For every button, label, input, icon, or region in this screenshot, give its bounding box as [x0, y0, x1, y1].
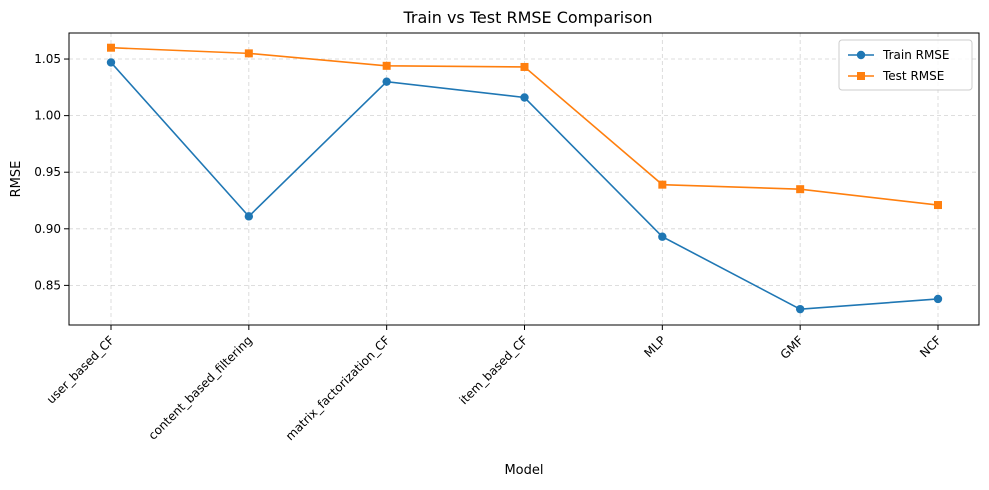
- test-point: [658, 180, 667, 189]
- legend: Train RMSE Test RMSE: [838, 39, 973, 91]
- train-point: [658, 232, 667, 241]
- test-point: [107, 43, 115, 52]
- legend-box: [838, 39, 973, 91]
- train-point: [795, 304, 805, 314]
- x-tick-label: GMF: [778, 333, 807, 362]
- test-point: [796, 185, 805, 194]
- chart-title: Train vs Test RMSE Comparison: [402, 8, 652, 27]
- x-tick-label: MLP: [641, 333, 668, 360]
- x-axis-label: Model: [504, 463, 543, 478]
- x-tick-label: content_based_filtering: [146, 333, 255, 442]
- legend-marker-square: [857, 72, 865, 80]
- legend-label-test: Test RMSE: [882, 69, 944, 83]
- test-point: [382, 61, 391, 70]
- legend-marker-circle: [856, 50, 866, 60]
- x-tick-label: item_based_CF: [457, 333, 531, 407]
- y-tick-label: 0.95: [34, 165, 61, 179]
- plot-frame: [68, 32, 980, 326]
- axes-layer: user_based_CF content_based_filtering matr…: [34, 32, 980, 443]
- series-layer: [106, 43, 943, 314]
- y-axis-label: RMSE: [9, 161, 24, 198]
- train-point: [382, 77, 391, 86]
- test-point: [244, 49, 253, 58]
- y-tick-label: 1.00: [34, 109, 61, 123]
- x-tick-label: NCF: [917, 333, 944, 360]
- y-tick-label: 1.05: [34, 52, 61, 66]
- legend-label-train: Train RMSE: [882, 48, 950, 62]
- train-point: [244, 212, 254, 221]
- y-tick-label: 0.90: [34, 222, 61, 236]
- x-tick-label: user_based_CF: [44, 333, 117, 406]
- train-point: [106, 58, 116, 67]
- test-point: [520, 62, 529, 71]
- train-point: [520, 93, 529, 102]
- x-tick-label: matrix_factorization_CF: [283, 333, 393, 443]
- y-tick-label: 0.85: [34, 278, 61, 292]
- test-point: [934, 201, 942, 210]
- train-point: [933, 294, 943, 304]
- grid-layer: [69, 33, 979, 325]
